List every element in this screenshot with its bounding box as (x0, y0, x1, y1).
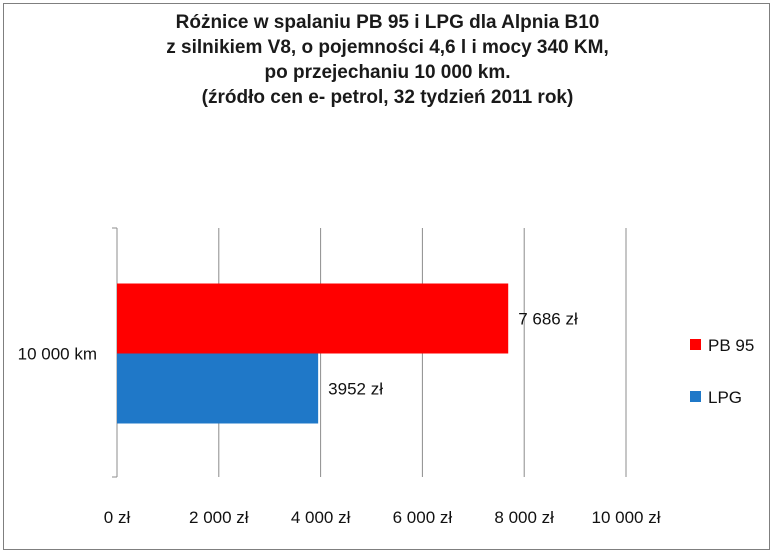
data-label-pb-95: 7 686 zł (518, 310, 578, 329)
x-tick-label: 10 000 zł (592, 508, 661, 527)
chart-title: Różnice w spalaniu PB 95 i LPG dla Alpni… (0, 10, 775, 110)
chart-title-line-2: z silnikiem V8, o pojemności 4,6 l i moc… (166, 37, 609, 58)
y-category-label: 10 000 km (18, 345, 97, 364)
bar-pb-95 (117, 283, 509, 354)
x-tick-label: 0 zł (104, 508, 131, 527)
chart-title-line-1: Różnice w spalaniu PB 95 i LPG dla Alpni… (175, 12, 600, 33)
x-tick-label: 6 000 zł (393, 508, 453, 527)
legend-label-pb-95: PB 95 (708, 336, 754, 355)
legend-swatch-lpg (690, 391, 701, 402)
chart-title-line-3: po przejechaniu 10 000 km. (264, 62, 511, 83)
bar-lpg (117, 353, 319, 424)
data-label-lpg: 3952 zł (328, 380, 383, 399)
x-tick-label: 2 000 zł (189, 508, 249, 527)
chart-title-line-4: (źródło cen e- petrol, 32 tydzień 2011 r… (201, 87, 574, 108)
chart-frame (3, 3, 770, 550)
x-tick-label: 4 000 zł (291, 508, 351, 527)
legend-swatch-pb-95 (690, 339, 701, 350)
x-tick-label: 8 000 zł (494, 508, 554, 527)
legend-label-lpg: LPG (708, 388, 742, 407)
